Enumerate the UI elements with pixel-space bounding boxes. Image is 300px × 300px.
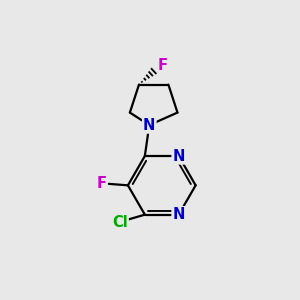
Text: N: N: [143, 118, 155, 133]
Text: N: N: [172, 207, 185, 222]
Text: F: F: [96, 176, 106, 191]
Text: N: N: [172, 148, 185, 164]
Text: Cl: Cl: [112, 214, 128, 230]
Text: F: F: [158, 58, 168, 73]
